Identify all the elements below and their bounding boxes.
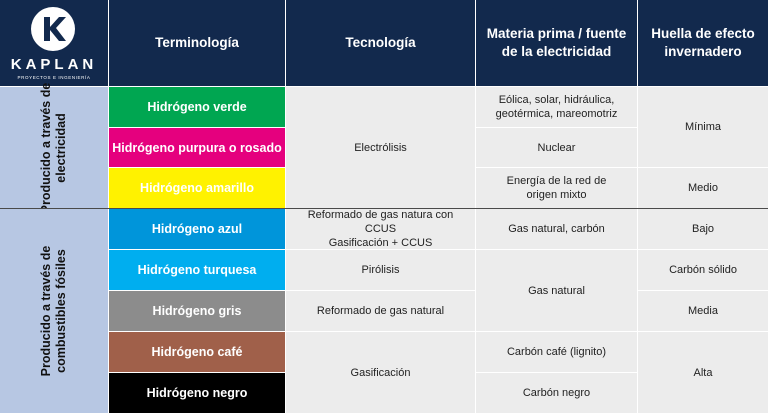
tech-blue: Reformado de gas natura con CCUS Gasific…: [286, 209, 475, 249]
kaplan-logo: KAPLAN PROYECTOS E INGENIERÍA: [0, 0, 108, 86]
header-technology: Tecnología: [286, 0, 475, 86]
header-footprint: Huella de efecto invernadero: [638, 0, 768, 86]
term-pink: Hidrógeno purpura o rosado: [109, 128, 285, 167]
footprint-medium-f: Media: [638, 291, 768, 331]
footprint-minimal: Mínima: [638, 87, 768, 167]
tech-electrolysis: Electrólisis: [286, 87, 475, 208]
source-yellow: Energía de la red de origen mixto: [476, 168, 637, 208]
group-electricity: Producido a través de electricidad: [0, 82, 108, 213]
group-fossil: Producido a través de combustibles fósil…: [0, 209, 108, 413]
term-grey: Hidrógeno gris: [109, 291, 285, 331]
tech-reforming: Reformado de gas natural: [286, 291, 475, 331]
source-natural-gas: Gas natural: [476, 250, 637, 331]
logo-wordmark: KAPLAN: [10, 56, 98, 73]
footprint-high: Alta: [638, 332, 768, 413]
source-blue: Gas natural, carbón: [476, 209, 637, 249]
term-turquoise: Hidrógeno turquesa: [109, 250, 285, 290]
tech-blue-line1: Reformado de gas natura con CCUS: [307, 209, 454, 235]
tech-pyrolysis: Pirólisis: [286, 250, 475, 290]
tech-gasification: Gasificación: [286, 332, 475, 413]
section-divider: [0, 208, 768, 209]
source-brown: Carbón café (lignito): [476, 332, 637, 372]
logo-tagline: PROYECTOS E INGENIERÍA: [17, 75, 91, 80]
header-terminology: Terminología: [109, 0, 285, 86]
term-yellow: Hidrógeno amarillo: [109, 168, 285, 208]
group-fossil-label: Producido a través de combustibles fósil…: [39, 245, 68, 377]
footprint-solid-carbon: Carbón sólido: [638, 250, 768, 290]
k-letter-icon: [31, 7, 75, 51]
term-blue: Hidrógeno azul: [109, 209, 285, 249]
term-green: Hidrógeno verde: [109, 87, 285, 127]
source-green: Eólica, solar, hidráulica, geotérmica, m…: [476, 87, 637, 127]
term-brown: Hidrógeno café: [109, 332, 285, 372]
header-source: Materia prima / fuente de la electricida…: [476, 0, 637, 86]
source-pink: Nuclear: [476, 128, 637, 167]
footprint-medium-m: Medio: [638, 168, 768, 208]
source-black: Carbón negro: [476, 373, 637, 413]
tech-blue-line2: Gasificación + CCUS: [328, 237, 433, 249]
term-black: Hidrógeno negro: [109, 373, 285, 413]
footprint-low: Bajo: [638, 209, 768, 249]
